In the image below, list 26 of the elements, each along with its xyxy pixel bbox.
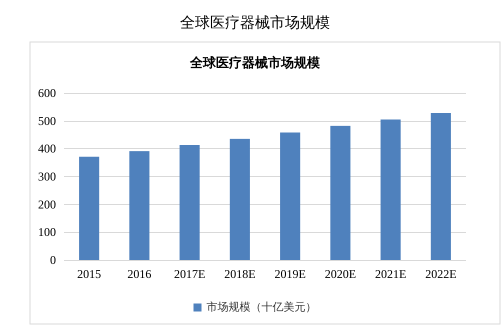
x-tick-label: 2019E — [274, 267, 306, 281]
bar — [230, 138, 250, 260]
y-tick-label: 100 — [38, 225, 56, 240]
x-tick-label: 2022E — [425, 267, 457, 281]
y-tick-label: 200 — [38, 197, 56, 212]
y-tick-label: 300 — [38, 170, 56, 184]
legend-label: 市场规模（十亿美元） — [206, 300, 316, 314]
x-tick-label: 2015 — [77, 267, 102, 281]
y-tick-label: 600 — [38, 86, 56, 100]
bar — [280, 132, 300, 260]
x-tick-label: 2018E — [224, 267, 256, 281]
bar — [79, 156, 100, 260]
x-tick-label: 2020E — [324, 267, 356, 281]
x-tick-label: 2016 — [127, 267, 152, 281]
bar — [430, 113, 451, 260]
y-tick-label: 500 — [38, 114, 56, 128]
bar — [180, 145, 200, 260]
x-tick-label: 2017E — [174, 267, 206, 281]
chart-subtitle: 全球医疗器械市场规模 — [189, 55, 320, 71]
y-tick-label: 0 — [50, 253, 56, 267]
y-tick-label: 400 — [38, 142, 56, 156]
bar — [380, 119, 401, 260]
bar — [129, 151, 150, 260]
x-tick-label: 2021E — [374, 267, 406, 281]
bar — [330, 126, 350, 260]
chart-title: 全球医疗器械市场规模 — [180, 14, 330, 32]
